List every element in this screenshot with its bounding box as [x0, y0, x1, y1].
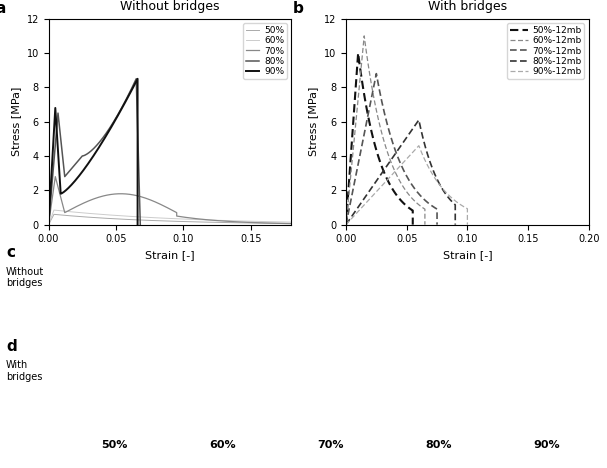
- Text: 90%: 90%: [534, 440, 560, 450]
- Text: d: d: [6, 339, 17, 354]
- Text: a: a: [0, 0, 5, 15]
- Y-axis label: Stress [MPa]: Stress [MPa]: [11, 87, 21, 156]
- Legend: 50%-12mb, 60%-12mb, 70%-12mb, 80%-12mb, 90%-12mb: 50%-12mb, 60%-12mb, 70%-12mb, 80%-12mb, …: [507, 23, 585, 79]
- Text: With
bridges: With bridges: [6, 360, 42, 382]
- Text: 80%: 80%: [426, 440, 452, 450]
- Legend: 50%, 60%, 70%, 80%, 90%: 50%, 60%, 70%, 80%, 90%: [243, 23, 287, 79]
- Text: 60%: 60%: [209, 440, 236, 450]
- Title: Without bridges: Without bridges: [120, 0, 220, 14]
- Text: c: c: [6, 245, 15, 260]
- Y-axis label: Stress [MPa]: Stress [MPa]: [308, 87, 318, 156]
- X-axis label: Strain [-]: Strain [-]: [443, 250, 492, 260]
- Text: Without
bridges: Without bridges: [6, 267, 44, 288]
- Title: With bridges: With bridges: [428, 0, 507, 14]
- X-axis label: Strain [-]: Strain [-]: [145, 250, 195, 260]
- Text: 50%: 50%: [101, 440, 128, 450]
- Text: 70%: 70%: [317, 440, 344, 450]
- Text: b: b: [293, 0, 304, 15]
